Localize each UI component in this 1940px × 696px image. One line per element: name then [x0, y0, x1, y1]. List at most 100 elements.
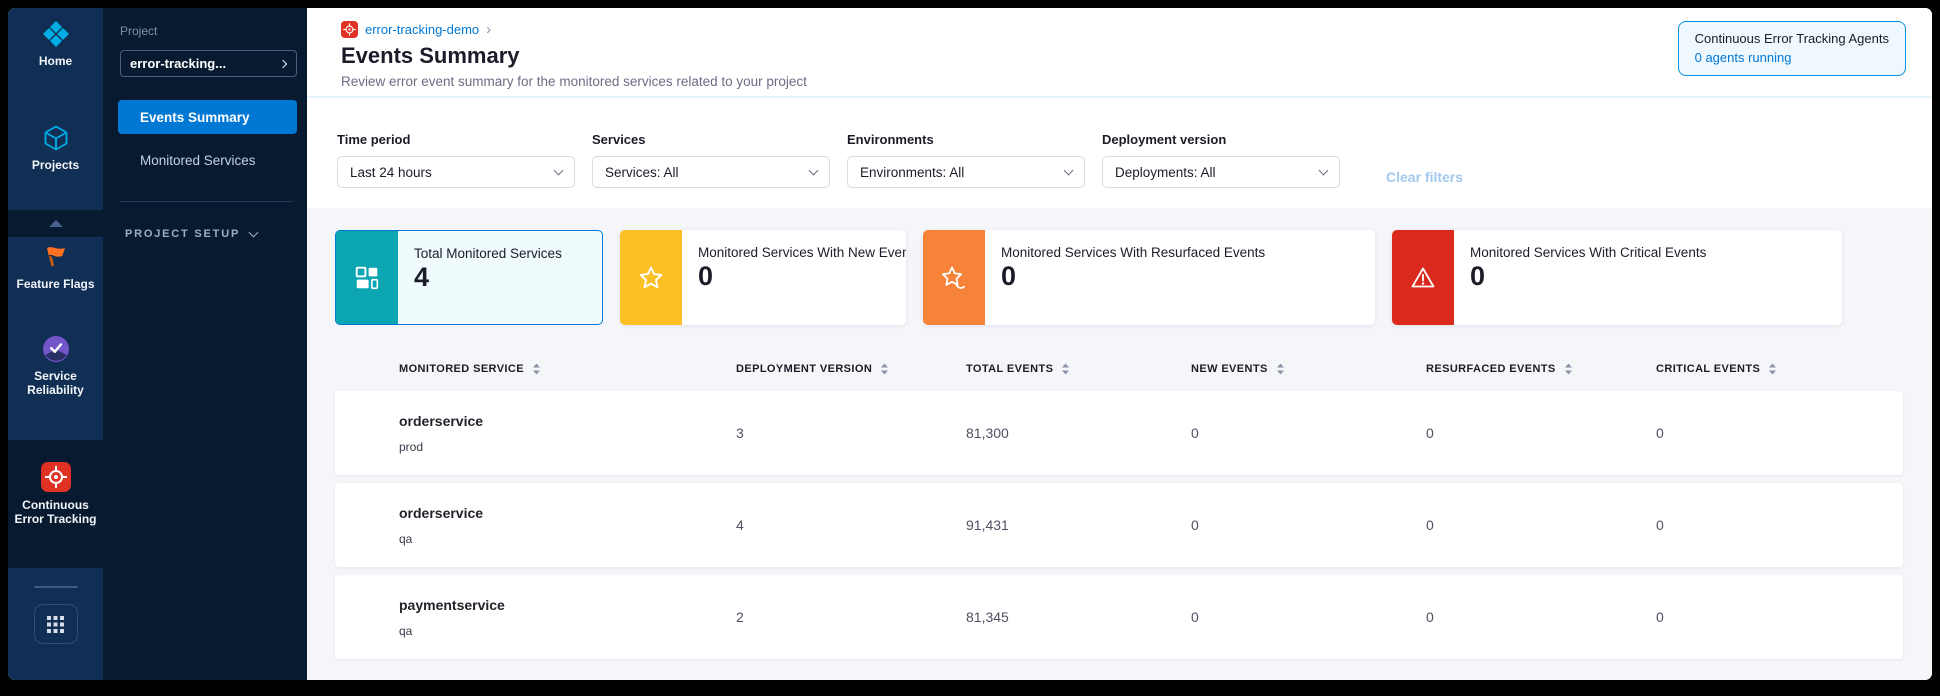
total-events-cell: 91,431 — [966, 517, 1009, 533]
project-setup-toggle[interactable]: PROJECT SETUP — [103, 227, 307, 240]
project-selector-value: error-tracking... — [130, 56, 227, 71]
service-reliability-icon — [42, 336, 69, 363]
services-value: Services: All — [605, 164, 679, 180]
column-label: RESURFACED EVENTS — [1426, 363, 1556, 375]
module-nav-top-section: Home Projects — [8, 8, 103, 210]
project-selector[interactable]: error-tracking... — [120, 50, 297, 77]
breadcrumb-project-link[interactable]: error-tracking-demo — [365, 22, 480, 37]
total-events-cell: 81,300 — [966, 425, 1009, 441]
column-label: MONITORED SERVICE — [399, 363, 524, 375]
project-nav: Project error-tracking... Events Summary… — [103, 8, 307, 680]
deployment-version-cell: 4 — [736, 517, 744, 533]
table-row[interactable]: paymentservice qa 2 81,345 0 0 0 — [335, 575, 1903, 659]
deployments-select[interactable]: Deployments: All — [1102, 156, 1340, 188]
agents-running-link[interactable]: 0 agents running — [1694, 50, 1792, 65]
card-color-block — [1392, 230, 1454, 325]
service-environment: prod — [399, 439, 424, 454]
column-deployment-version: DEPLOYMENT VERSION — [736, 363, 966, 375]
deployment-version-cell: 3 — [736, 425, 744, 441]
card-resurfaced-events[interactable]: Monitored Services With Resurfaced Event… — [923, 230, 1375, 325]
module-nav-bottom-section — [8, 568, 103, 680]
environments-select[interactable]: Environments: All — [847, 156, 1085, 188]
service-environment: qa — [399, 623, 413, 638]
agents-status-box: Continuous Error Tracking Agents 0 agent… — [1677, 21, 1906, 76]
nav-item-home[interactable]: Home — [8, 20, 103, 68]
service-name: paymentservice — [399, 596, 505, 613]
services-grid-icon — [355, 266, 379, 289]
card-value: 0 — [1001, 261, 1017, 291]
table-row[interactable]: orderservice prod 3 81,300 0 0 0 — [335, 391, 1903, 475]
column-resurfaced-events: RESURFACED EVENTS — [1426, 363, 1656, 375]
card-new-events[interactable]: Monitored Services With New Events 0 — [620, 230, 906, 325]
project-setup-label: PROJECT SETUP — [125, 228, 241, 240]
chevron-down-icon — [808, 165, 819, 175]
sort-icon[interactable] — [532, 363, 541, 375]
filter-services: Services Services: All — [592, 132, 830, 188]
service-name: orderservice — [399, 412, 484, 429]
nav-item-feature-flags[interactable]: Feature Flags — [8, 243, 103, 291]
feature-flags-icon — [46, 247, 65, 267]
project-section-label: Project — [120, 24, 158, 38]
card-body: Monitored Services With New Events 0 — [682, 230, 906, 325]
service-cell: orderservice prod — [335, 413, 736, 454]
nav-label-home: Home — [38, 54, 73, 68]
new-events-cell: 0 — [1191, 425, 1199, 441]
clear-filters-button[interactable]: Clear filters — [1386, 169, 1464, 185]
deployment-version-cell: 2 — [736, 609, 744, 625]
critical-events-cell: 0 — [1656, 517, 1664, 533]
sort-icon[interactable] — [1061, 363, 1070, 375]
resurfaced-events-cell: 0 — [1426, 609, 1434, 625]
chevron-down-icon — [1318, 165, 1329, 175]
nav-item-projects[interactable]: Projects — [8, 124, 103, 172]
filter-label: Time period — [337, 132, 411, 147]
star-resurfaced-icon — [941, 266, 965, 289]
card-critical-events[interactable]: Monitored Services With Critical Events … — [1392, 230, 1842, 325]
nav-scroll-up[interactable] — [8, 210, 103, 237]
card-total-monitored-services[interactable]: Total Monitored Services 4 — [335, 230, 603, 325]
page-body: Total Monitored Services 4 Monitored Ser… — [307, 208, 1932, 680]
breadcrumb-separator: › — [486, 21, 492, 38]
nav-label-projects: Projects — [31, 158, 80, 173]
filter-label: Environments — [847, 132, 934, 147]
card-label: Monitored Services With New Events — [698, 245, 906, 260]
sidebar-item-monitored-services[interactable]: Monitored Services — [118, 143, 297, 177]
breadcrumb: error-tracking-demo › — [341, 21, 1906, 38]
column-total-events: TOTAL EVENTS — [966, 363, 1191, 375]
column-monitored-service: MONITORED SERVICE — [335, 363, 736, 375]
card-label: Total Monitored Services — [414, 246, 562, 261]
time-period-select[interactable]: Last 24 hours — [337, 156, 575, 188]
nav-label-feature-flags: Feature Flags — [16, 277, 95, 291]
module-grid-icon — [47, 615, 64, 633]
card-color-block — [620, 230, 682, 325]
service-cell: orderservice qa — [335, 505, 736, 546]
card-body: Monitored Services With Resurfaced Event… — [985, 230, 1281, 325]
card-body: Total Monitored Services 4 — [398, 231, 578, 324]
card-body: Monitored Services With Critical Events … — [1454, 230, 1722, 325]
time-period-value: Last 24 hours — [350, 164, 432, 180]
services-select[interactable]: Services: All — [592, 156, 830, 188]
nav-label-continuous-error-tracking: Continuous Error Tracking — [14, 498, 97, 527]
nav-item-continuous-error-tracking[interactable]: Continuous Error Tracking — [8, 440, 103, 568]
resurfaced-events-cell: 0 — [1426, 517, 1434, 533]
scroll-up-icon — [48, 220, 63, 227]
sort-icon[interactable] — [1276, 363, 1285, 375]
sidebar-item-events-summary[interactable]: Events Summary — [118, 100, 297, 134]
filter-environments: Environments Environments: All — [847, 132, 1085, 188]
chevron-down-icon — [1063, 165, 1074, 175]
card-value: 4 — [414, 262, 430, 292]
resurfaced-events-cell: 0 — [1426, 425, 1434, 441]
environments-value: Environments: All — [860, 164, 965, 180]
card-color-block — [336, 231, 398, 324]
nav-item-service-reliability[interactable]: Service Reliability — [8, 335, 103, 397]
module-picker-button[interactable] — [33, 604, 78, 644]
sort-icon[interactable] — [1564, 363, 1573, 375]
service-name: orderservice — [399, 504, 484, 521]
harness-home-icon — [42, 21, 69, 47]
error-tracking-target-icon — [341, 21, 358, 38]
card-value: 0 — [1470, 261, 1486, 291]
sort-icon[interactable] — [1768, 363, 1777, 375]
sort-icon[interactable] — [880, 363, 889, 375]
table-row[interactable]: orderservice qa 4 91,431 0 0 0 — [335, 483, 1903, 567]
total-events-cell: 81,345 — [966, 609, 1009, 625]
table-header-row: MONITORED SERVICE DEPLOYMENT VERSION TOT… — [335, 355, 1903, 383]
